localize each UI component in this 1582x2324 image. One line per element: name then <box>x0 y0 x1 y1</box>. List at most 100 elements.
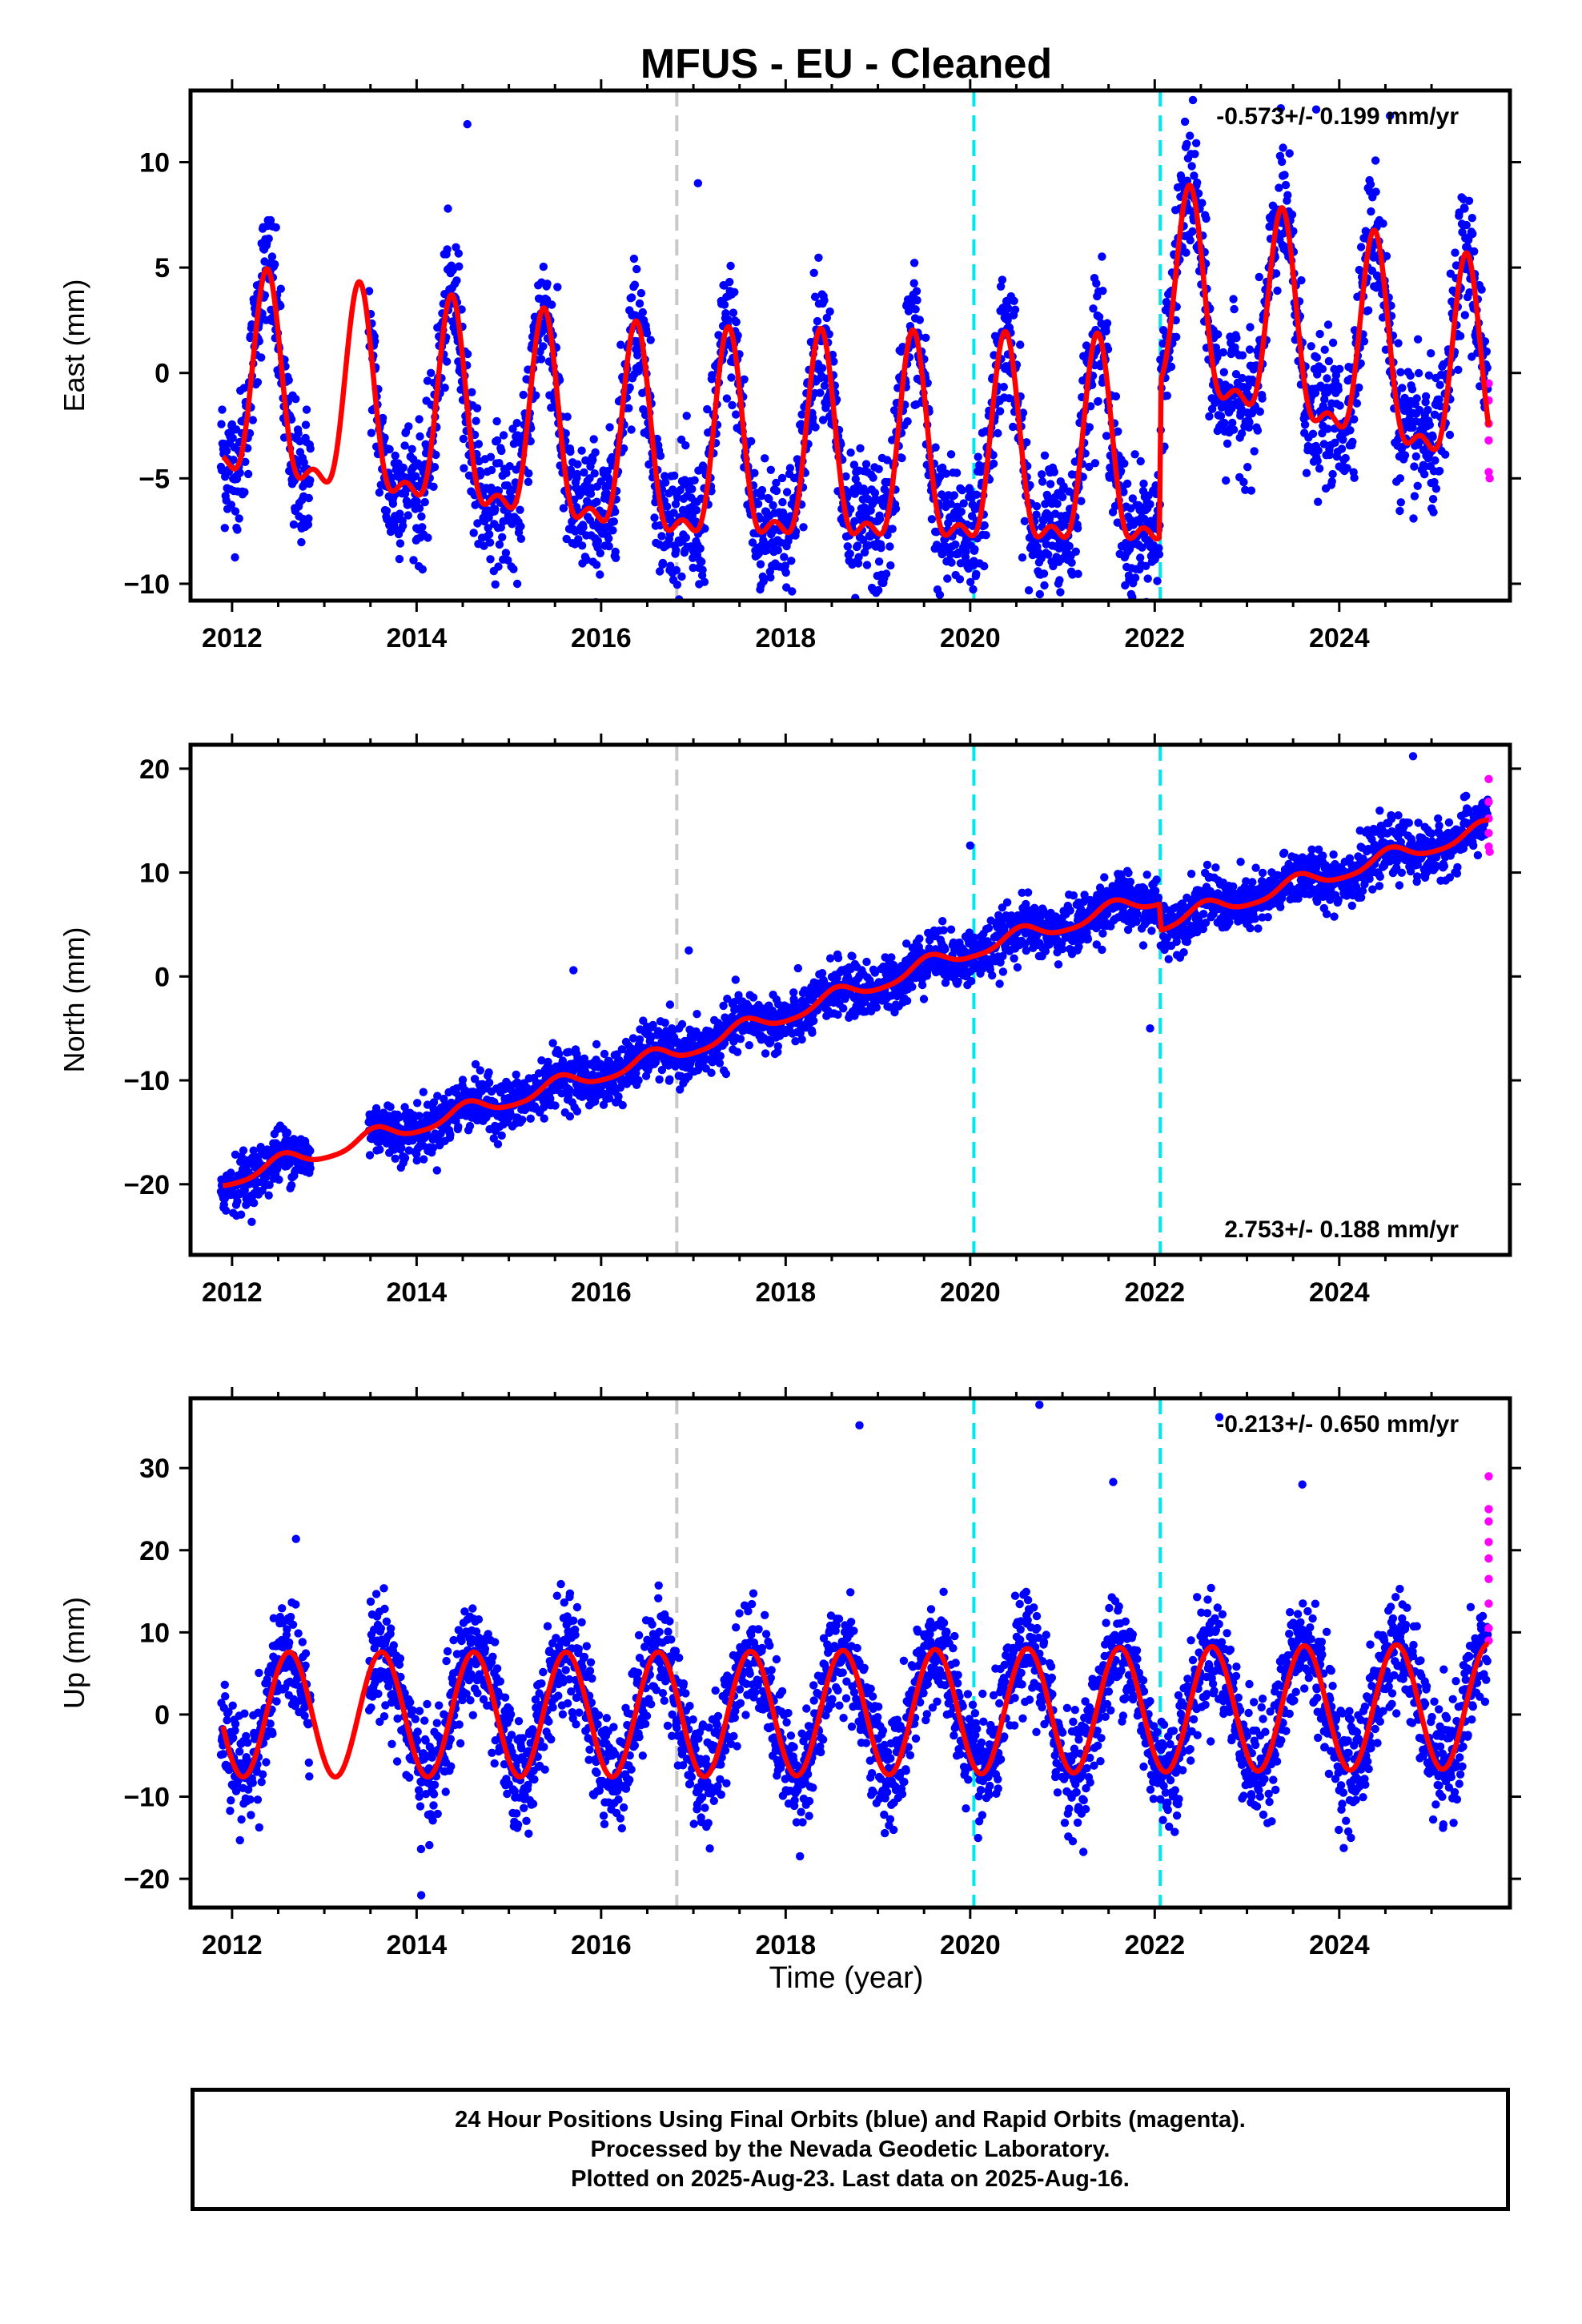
east-point <box>1039 569 1049 578</box>
east-point <box>590 469 599 478</box>
east-point <box>1366 180 1375 189</box>
east-point <box>1318 364 1327 373</box>
east-point <box>396 539 405 548</box>
east-point <box>395 554 404 564</box>
east-point <box>498 533 507 541</box>
east-point <box>853 541 862 550</box>
east-point <box>797 420 805 428</box>
north-point <box>283 1128 292 1137</box>
east-point <box>642 328 652 338</box>
east-point <box>885 542 894 551</box>
east-point <box>1020 517 1030 525</box>
east-point <box>1468 214 1477 223</box>
east-point <box>302 405 311 414</box>
north-point <box>600 1049 609 1059</box>
east-point <box>303 520 313 529</box>
east-point <box>733 331 742 340</box>
east-point <box>1219 348 1228 357</box>
east-point <box>912 287 921 296</box>
east-point <box>382 506 391 516</box>
east-point <box>666 561 675 570</box>
east-point <box>241 457 250 466</box>
north-point <box>661 1019 669 1027</box>
east-point <box>946 450 956 459</box>
east-point <box>1410 462 1419 471</box>
north-point <box>716 1051 725 1060</box>
east-y-tick-label: 0 <box>155 359 170 389</box>
east-point <box>994 428 1002 438</box>
east-point <box>1253 426 1263 435</box>
east-point <box>519 390 528 400</box>
north-point <box>761 1049 770 1058</box>
east-point <box>661 478 670 487</box>
east-point <box>799 523 808 532</box>
east-point <box>788 587 797 596</box>
east-point <box>1428 495 1438 504</box>
east-point <box>495 540 504 549</box>
east-point <box>1065 541 1074 551</box>
east-point <box>455 262 464 271</box>
east-point <box>416 432 424 441</box>
east-point <box>1324 356 1334 366</box>
east-point <box>604 541 613 551</box>
east-y-tick-label: −10 <box>123 569 170 600</box>
east-point <box>756 560 765 569</box>
east-point <box>732 317 741 327</box>
east-point <box>1040 451 1050 460</box>
east-x-tick-label: 2012 <box>202 623 263 653</box>
east-point <box>1239 477 1248 487</box>
east-point <box>222 446 231 456</box>
east-point <box>728 400 737 410</box>
east-point <box>253 378 263 387</box>
east-point <box>1182 139 1191 148</box>
east-point <box>1409 514 1418 523</box>
east-point <box>474 440 484 448</box>
east-point <box>248 416 257 424</box>
east-point <box>1074 569 1082 578</box>
east-point <box>399 463 408 472</box>
north-point <box>839 1004 848 1013</box>
east-point <box>1222 476 1231 485</box>
east-point <box>958 486 967 495</box>
east-point <box>1435 466 1444 476</box>
east-point <box>1328 338 1338 348</box>
east-point <box>602 489 611 498</box>
east-point <box>974 608 982 616</box>
east-point <box>816 388 825 397</box>
east-point <box>671 500 681 509</box>
north-point <box>797 1035 806 1044</box>
east-point <box>1302 468 1311 477</box>
east-point <box>1323 320 1333 329</box>
east-point <box>509 565 518 573</box>
east-point <box>491 505 500 513</box>
east-point <box>974 452 982 461</box>
east-point <box>952 468 962 477</box>
east-point <box>817 364 827 372</box>
east-point <box>1102 327 1110 336</box>
east-point <box>1198 199 1207 207</box>
east-point <box>580 468 588 477</box>
east-point <box>443 245 452 254</box>
north-point <box>413 1099 422 1108</box>
east-point <box>579 523 588 532</box>
east-point <box>724 315 733 324</box>
east-point <box>761 454 769 463</box>
east-point <box>825 330 833 339</box>
east-point <box>1058 493 1067 501</box>
east-point <box>1280 171 1289 179</box>
east-point <box>1071 547 1081 556</box>
east-point <box>271 223 280 232</box>
east-point <box>1352 399 1362 408</box>
east-y-tick-label: 10 <box>139 147 170 178</box>
east-point <box>1395 506 1404 516</box>
east-point <box>677 435 686 444</box>
east-point <box>969 585 978 594</box>
east-point <box>501 549 511 557</box>
east-point <box>473 519 482 528</box>
east-point <box>1278 157 1287 167</box>
east-point <box>995 407 1005 416</box>
east-point <box>1334 385 1343 394</box>
east-point <box>1090 459 1100 468</box>
east-point <box>1363 306 1373 315</box>
east-point <box>781 561 789 570</box>
